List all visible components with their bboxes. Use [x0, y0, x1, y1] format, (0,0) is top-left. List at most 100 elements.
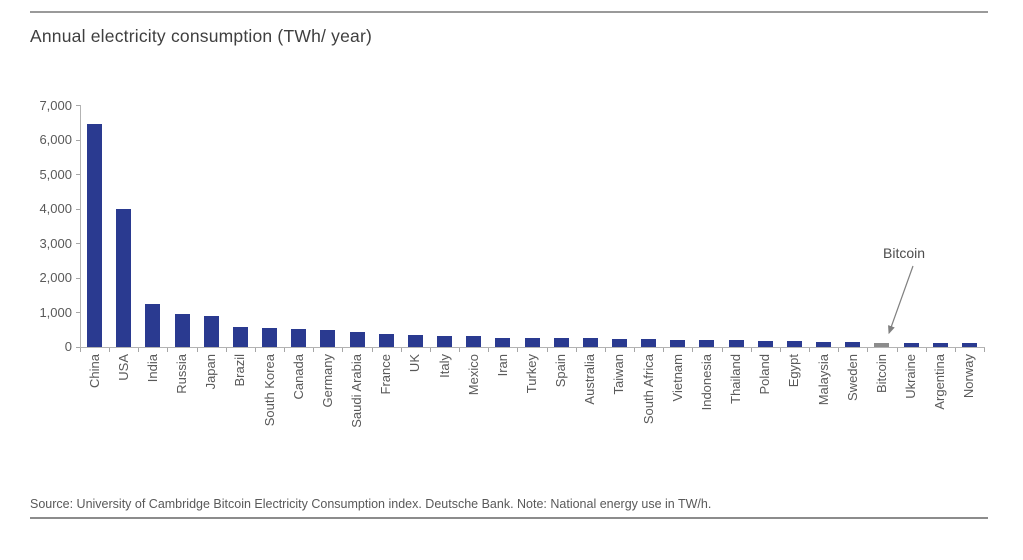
x-label-italy: Italy: [436, 354, 452, 378]
x-axis-tick: [779, 348, 781, 352]
x-label-thailand: Thailand: [728, 354, 744, 404]
x-label-egypt: Egypt: [786, 354, 802, 388]
bar-sweden: [845, 342, 861, 347]
x-axis-tick: [692, 348, 694, 352]
electricity-consumption-bar-chart: Bitcoin 0 1,000 2,000 3,000 4,000 5,000 6,000 7…: [39, 97, 985, 428]
y-axis-tick: [76, 174, 80, 175]
bottom-rule: [30, 517, 988, 519]
x-label-brazil: Brazil: [232, 354, 248, 387]
y-axis-label-0: 0: [64, 339, 72, 354]
bar-norway: [961, 342, 977, 347]
y-axis-line: [80, 105, 81, 348]
x-label-bitcoin: Bitcoin: [873, 354, 889, 394]
y-axis-label-2000: 2,000: [39, 270, 72, 285]
y-axis-tick: [76, 277, 80, 279]
bar-spain: [553, 338, 569, 347]
x-label-ukraine: Ukraine: [903, 354, 919, 399]
x-axis-tick: [546, 348, 548, 352]
x-label-germany: Germany: [319, 354, 335, 408]
x-label-vietnam: Vietnam: [669, 354, 685, 402]
bar-bitcoin: [874, 342, 890, 347]
x-axis-tick: [896, 348, 898, 352]
x-axis-tick: [400, 348, 402, 352]
x-label-south-africa: South Africa: [640, 354, 656, 425]
x-axis-tick: [80, 348, 81, 352]
bar-uk: [407, 335, 423, 347]
x-label-spain: Spain: [553, 354, 569, 388]
x-label-usa: USA: [115, 354, 131, 381]
x-label-uk: UK: [407, 354, 423, 373]
x-label-south-korea: South Korea: [261, 354, 277, 427]
x-label-sweden: Sweden: [844, 354, 860, 401]
y-axis-label-7000: 7,000: [39, 97, 72, 113]
x-label-china: China: [86, 354, 102, 388]
x-axis-line: [80, 347, 985, 348]
x-axis-tick: [109, 348, 111, 352]
x-axis-tick: [284, 348, 286, 352]
x-axis-tick: [459, 348, 461, 352]
x-axis-tick: [925, 348, 927, 352]
bitcoin-annotation-arrow: [888, 265, 914, 335]
x-axis-tick: [809, 348, 811, 352]
x-label-poland: Poland: [757, 354, 773, 395]
y-axis-tick: [76, 105, 80, 106]
x-axis-tick: [867, 348, 869, 352]
x-axis-tick: [604, 348, 606, 352]
y-axis-label-1000: 1,000: [39, 304, 72, 320]
bar-egypt: [786, 341, 802, 347]
bar-canada: [291, 328, 307, 347]
bar-iran: [495, 337, 511, 347]
x-axis-tick: [196, 348, 198, 352]
x-label-taiwan: Taiwan: [611, 354, 627, 395]
x-axis-tick: [254, 348, 256, 352]
x-label-norway: Norway: [961, 354, 977, 399]
bar-turkey: [524, 337, 540, 347]
source-note: Source: University of Cambridge Bitcoin …: [30, 497, 712, 511]
x-axis-tick: [721, 348, 723, 352]
x-axis-tick: [984, 348, 985, 352]
y-axis-label-3000: 3,000: [39, 235, 72, 251]
x-axis-tick: [488, 348, 490, 352]
x-axis-tick: [429, 348, 431, 352]
bar-china: [87, 124, 103, 347]
x-axis-tick: [517, 348, 519, 352]
bitcoin-annotation-label: Bitcoin: [883, 245, 926, 261]
x-label-malaysia: Malaysia: [815, 354, 831, 406]
y-axis-tick: [76, 243, 80, 244]
x-axis-tick: [750, 348, 752, 352]
x-axis-tick: [371, 348, 373, 352]
top-rule: [30, 11, 988, 13]
x-axis-tick: [342, 348, 344, 352]
x-axis-tick: [634, 348, 636, 352]
bar-argentina: [932, 342, 948, 347]
x-label-turkey: Turkey: [524, 354, 539, 394]
x-axis-tick: [663, 348, 665, 352]
x-axis-tick: [225, 348, 227, 352]
y-axis-tick: [76, 312, 80, 313]
x-label-japan: Japan: [203, 354, 219, 390]
y-axis-tick: [76, 208, 80, 210]
x-label-argentina: Argentina: [932, 354, 948, 410]
x-label-canada: Canada: [290, 354, 306, 400]
x-label-australia: Australia: [582, 354, 598, 405]
bar-italy: [437, 335, 453, 347]
x-axis-tick: [954, 348, 956, 352]
x-label-mexico: Mexico: [465, 354, 481, 396]
x-axis-tick: [575, 348, 577, 352]
y-axis-tick: [76, 139, 80, 141]
bar-saudi-arabia: [349, 331, 365, 347]
bar-south-korea: [262, 328, 278, 347]
y-axis-label-4000: 4,000: [39, 201, 72, 216]
x-axis-tick: [138, 348, 140, 352]
bar-india: [145, 303, 161, 347]
y-axis-label-6000: 6,000: [39, 132, 72, 147]
bar-thailand: [728, 340, 744, 347]
bar-australia: [582, 338, 598, 347]
bar-taiwan: [611, 338, 627, 347]
bar-mexico: [466, 336, 482, 347]
x-label-india: India: [144, 354, 160, 383]
x-label-france: France: [378, 354, 394, 395]
x-axis-tick: [838, 348, 840, 352]
x-axis-tick: [313, 348, 315, 352]
